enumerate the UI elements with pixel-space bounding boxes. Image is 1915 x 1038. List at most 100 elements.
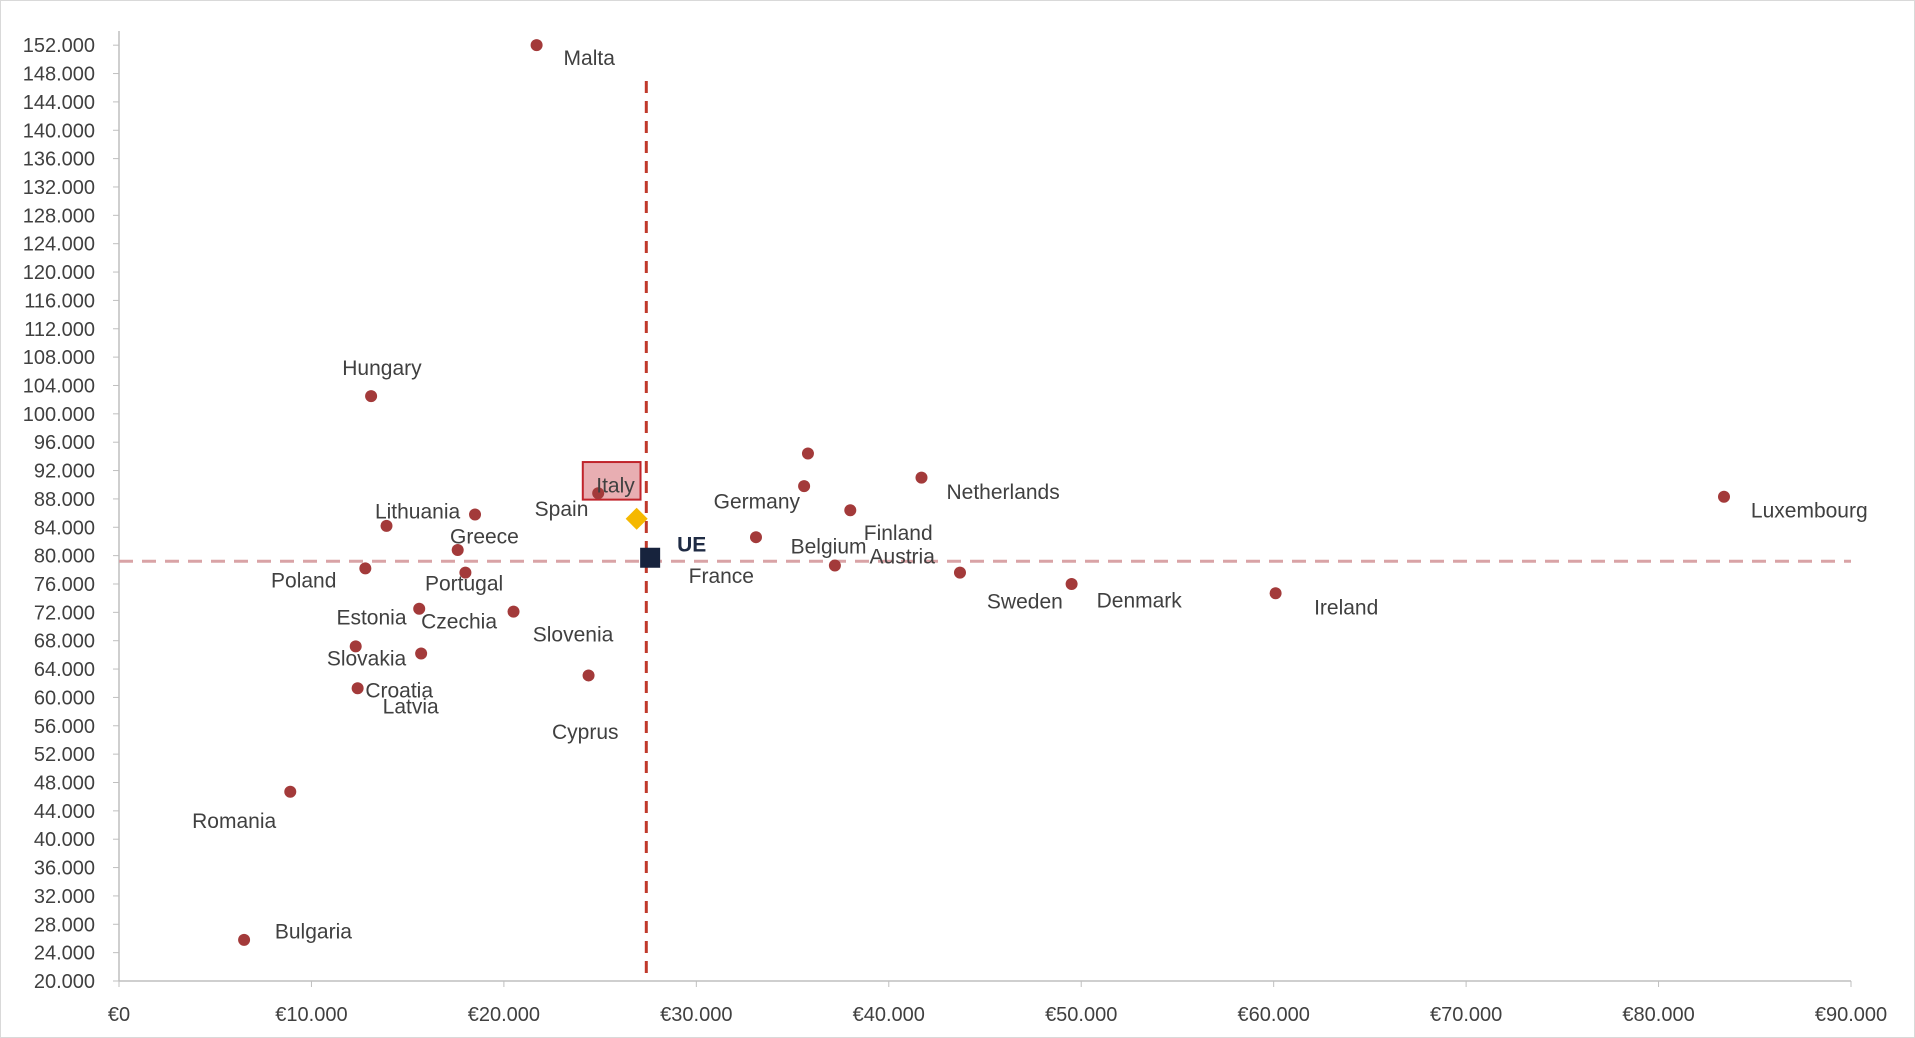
point-label: Romania [192, 810, 276, 833]
x-tick-label: €60.000 [1238, 1004, 1310, 1026]
point-label: Cyprus [552, 721, 619, 744]
point-label: Sweden [987, 591, 1063, 614]
point-label: Netherlands [947, 481, 1060, 504]
y-tick-label: 128.000 [23, 205, 95, 227]
point-label: Poland [271, 569, 336, 592]
y-tick-label: 120.000 [23, 262, 95, 284]
point-label: Germany [714, 491, 801, 514]
y-tick-label: 152.000 [23, 35, 95, 57]
data-point [1065, 577, 1078, 590]
y-tick-label: 64.000 [34, 659, 95, 681]
data-point [351, 682, 364, 695]
data-point [1269, 587, 1282, 600]
y-tick-label: 68.000 [34, 631, 95, 653]
point-label: Malta [564, 47, 616, 70]
x-tick-label: €40.000 [853, 1004, 925, 1026]
data-point [459, 566, 472, 579]
point-label: Bulgaria [275, 920, 352, 943]
y-tick-label: 148.000 [23, 64, 95, 86]
data-point [380, 519, 393, 532]
y-tick-label: 92.000 [34, 461, 95, 483]
data-point [507, 605, 520, 618]
data-point [365, 390, 378, 403]
y-tick-label: 36.000 [34, 858, 95, 880]
point-label: Belgium [791, 535, 867, 558]
y-tick-label: 60.000 [34, 687, 95, 709]
y-tick-label: 48.000 [34, 772, 95, 794]
data-point [828, 559, 841, 572]
data-point [915, 471, 928, 484]
y-tick-label: 140.000 [23, 120, 95, 142]
point-label: Portugal [425, 572, 503, 595]
x-tick-label: €50.000 [1045, 1004, 1117, 1026]
point-label: Estonia [336, 606, 406, 629]
italy-diamond-marker [625, 507, 648, 530]
point-label: Finland [864, 522, 933, 545]
y-tick-label: 104.000 [23, 375, 95, 397]
y-tick-label: 88.000 [34, 489, 95, 511]
y-tick-label: 124.000 [23, 234, 95, 256]
point-label: Ireland [1314, 596, 1378, 619]
y-tick-label: 132.000 [23, 177, 95, 199]
y-tick-label: 84.000 [34, 517, 95, 539]
data-point [359, 562, 372, 575]
point-label: Latvia [383, 696, 439, 719]
point-label: UE [677, 533, 706, 556]
data-point [284, 785, 297, 798]
y-tick-label: 24.000 [34, 943, 95, 965]
point-label: France [689, 565, 754, 588]
data-point [451, 543, 464, 556]
data-point [844, 504, 857, 517]
y-tick-label: 96.000 [34, 432, 95, 454]
y-tick-label: 72.000 [34, 602, 95, 624]
point-label: Italy [596, 474, 635, 497]
y-tick-label: 40.000 [34, 829, 95, 851]
point-label: Slovakia [327, 647, 407, 670]
y-tick-label: 20.000 [34, 971, 95, 993]
point-label: Croatia [365, 679, 433, 702]
y-tick-label: 76.000 [34, 574, 95, 596]
ue-square-marker [640, 547, 661, 568]
x-tick-label: €0 [108, 1004, 130, 1026]
data-point [530, 39, 543, 52]
y-tick-label: 136.000 [23, 149, 95, 171]
data-point [469, 508, 482, 521]
point-label: Denmark [1097, 589, 1183, 612]
y-tick-label: 44.000 [34, 801, 95, 823]
point-label: Czechia [421, 611, 497, 634]
data-point [1717, 490, 1730, 503]
point-label: Hungary [342, 357, 422, 380]
x-tick-label: €10.000 [275, 1004, 347, 1026]
y-tick-label: 52.000 [34, 744, 95, 766]
data-point [238, 933, 251, 946]
point-label: Austria [870, 545, 936, 568]
data-point [798, 480, 811, 493]
y-tick-label: 112.000 [24, 319, 95, 341]
y-tick-label: 80.000 [34, 546, 95, 568]
point-label: Spain [535, 498, 589, 521]
y-tick-label: 100.000 [23, 404, 95, 426]
data-point [349, 640, 362, 653]
x-tick-label: €70.000 [1430, 1004, 1502, 1026]
point-label: Luxembourg [1751, 499, 1868, 522]
x-tick-label: €30.000 [660, 1004, 732, 1026]
data-point [582, 669, 595, 682]
x-tick-label: €90.000 [1815, 1004, 1887, 1026]
x-tick-label: €20.000 [468, 1004, 540, 1026]
y-tick-label: 28.000 [34, 914, 95, 936]
y-tick-label: 56.000 [34, 716, 95, 738]
point-label: Lithuania [375, 501, 461, 524]
y-tick-label: 32.000 [34, 886, 95, 908]
data-point [592, 487, 605, 500]
point-label: Greece [450, 525, 519, 548]
x-tick-label: €80.000 [1622, 1004, 1694, 1026]
y-tick-label: 144.000 [23, 92, 95, 114]
data-point [413, 602, 426, 615]
y-tick-label: 116.000 [24, 290, 95, 312]
data-point [801, 447, 814, 460]
y-tick-label: 108.000 [23, 347, 95, 369]
data-point [415, 647, 428, 660]
data-point [749, 531, 762, 544]
